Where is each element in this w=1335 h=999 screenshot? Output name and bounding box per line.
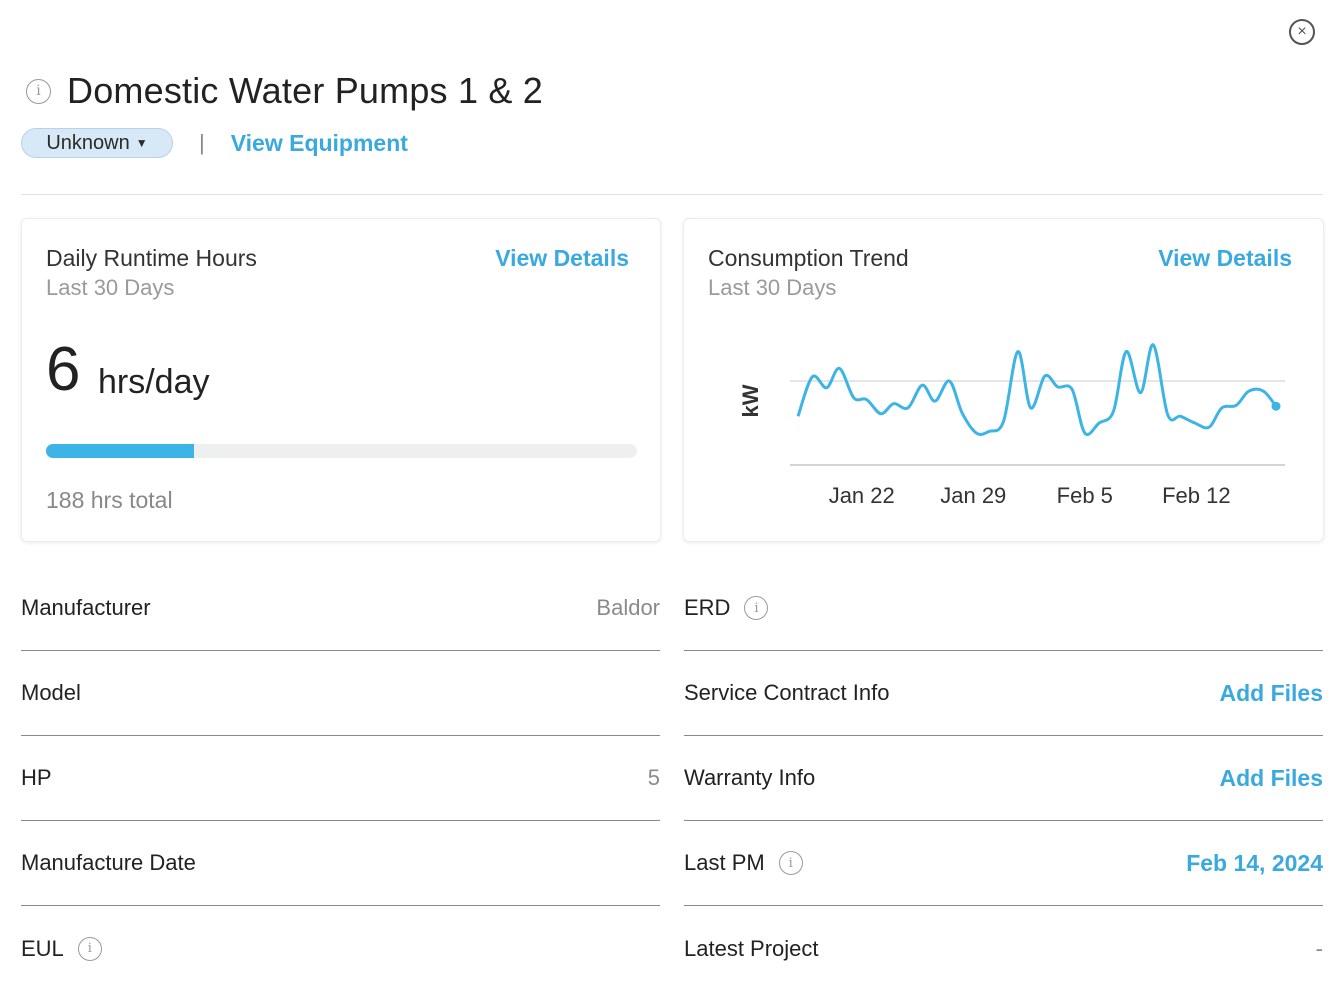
detail-label: ERD i (684, 595, 769, 621)
detail-label-text: Manufacturer (21, 595, 151, 620)
detail-label: Service Contract Info (684, 680, 889, 706)
series-line (796, 343, 1278, 436)
detail-row-latest-project: Latest Project - (684, 906, 1323, 991)
divider (21, 194, 1323, 195)
x-tick-label: Jan 22 (829, 483, 895, 508)
detail-label: Model (21, 680, 81, 706)
detail-value-link[interactable]: Feb 14, 2024 (1186, 849, 1323, 876)
x-tick-label: Feb 5 (1057, 483, 1113, 508)
detail-label-text: HP (21, 765, 52, 790)
y-axis-label: kW (738, 384, 763, 417)
detail-label-text: Service Contract Info (684, 680, 890, 705)
detail-label-text: ERD (684, 595, 731, 620)
detail-label: Last PM i (684, 850, 803, 876)
detail-value-link[interactable]: Add Files (1219, 764, 1323, 791)
page-header: i Domestic Water Pumps 1 & 2 (26, 68, 543, 114)
runtime-card-subtitle: Last 30 Days (46, 275, 175, 300)
x-tick-label: Feb 12 (1162, 483, 1231, 508)
info-icon[interactable]: i (77, 936, 102, 961)
detail-label-text: Last PM (684, 850, 765, 875)
detail-label: Manufacture Date (21, 850, 196, 876)
detail-row-eul: EUL i (21, 906, 660, 991)
runtime-unit: hrs/day (98, 363, 210, 401)
consumption-card-title: Consumption Trend (708, 245, 909, 271)
detail-row-manufacturer: Manufacturer Baldor (21, 566, 660, 651)
consumption-view-details-link[interactable]: View Details (1158, 245, 1292, 271)
x-tick-label: Jan 29 (940, 483, 1006, 508)
series-end-point (1271, 401, 1281, 411)
runtime-progress-fill (46, 444, 194, 458)
detail-label-text: Model (21, 680, 81, 705)
detail-row-hp: HP 5 (21, 736, 660, 821)
view-equipment-link[interactable]: View Equipment (230, 129, 408, 156)
detail-value: Baldor (596, 595, 660, 620)
detail-label-text: Warranty Info (684, 765, 816, 790)
info-icon[interactable]: i (778, 851, 803, 875)
detail-label-text: Manufacture Date (21, 850, 196, 875)
consumption-card-subtitle: Last 30 Days (708, 275, 837, 300)
info-icon[interactable]: i (744, 596, 769, 620)
detail-value: - (1315, 935, 1323, 961)
detail-label: Manufacturer (21, 595, 151, 621)
detail-value: 5 (647, 765, 660, 790)
status-dropdown[interactable]: Unknown ▼ (21, 128, 173, 158)
detail-label: EUL i (21, 936, 102, 962)
detail-label-text: Latest Project (684, 935, 819, 961)
close-button[interactable]: × (1289, 19, 1315, 45)
detail-label-text: EUL (21, 935, 64, 961)
detail-value-link[interactable]: Add Files (1219, 679, 1323, 706)
info-icon[interactable]: i (26, 78, 51, 104)
caret-down-icon: ▼ (135, 136, 148, 150)
detail-label: Latest Project (684, 936, 819, 962)
page-title: Domestic Water Pumps 1 & 2 (67, 70, 544, 111)
detail-row-manufacture-date: Manufacture Date (21, 821, 660, 906)
runtime-card-title: Daily Runtime Hours (46, 245, 257, 271)
detail-label: Warranty Info (684, 765, 815, 791)
runtime-card: Daily Runtime Hours Last 30 Days View De… (21, 218, 661, 542)
consumption-chart: Jan 22 Jan 29 Feb 5 Feb 12 kW (738, 343, 1285, 508)
detail-row-warranty-info: Warranty Info Add Files (684, 736, 1323, 821)
detail-row-model: Model (21, 651, 660, 736)
runtime-view-details-link[interactable]: View Details (495, 245, 629, 271)
consumption-card: Consumption Trend Last 30 Days View Deta… (683, 218, 1324, 542)
detail-row-last-pm: Last PM i Feb 14, 2024 (684, 821, 1323, 906)
close-icon: × (1297, 23, 1307, 40)
detail-label: HP (21, 765, 52, 791)
detail-row-erd: ERD i (684, 566, 1323, 651)
detail-row-service-contract-info: Service Contract Info Add Files (684, 651, 1323, 736)
status-label: Unknown (46, 131, 130, 154)
runtime-total: 188 hrs total (46, 487, 173, 513)
separator: | (199, 130, 205, 155)
status-row: Unknown ▼ | View Equipment (21, 128, 408, 158)
runtime-progress-bar (46, 444, 637, 458)
runtime-value: 6 (46, 335, 81, 404)
